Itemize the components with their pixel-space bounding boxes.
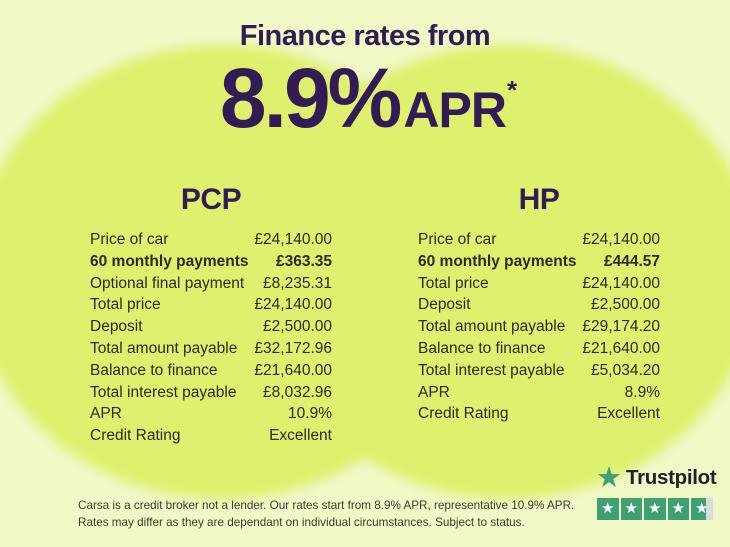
table-row: APR 10.9%	[90, 403, 332, 425]
row-value: £2,500.00	[263, 318, 332, 336]
row-label: Optional final payment	[90, 274, 245, 292]
row-label: Total interest payable	[418, 361, 565, 379]
row-label: Price of car	[90, 231, 169, 248]
table-row: Total price £24,140.00	[418, 273, 660, 295]
rate-asterisk: *	[506, 75, 517, 105]
table-row: Total interest payable £8,032.96	[90, 382, 332, 404]
table-row: Credit Rating Excellent	[418, 403, 660, 425]
row-label: 60 monthly payments	[418, 252, 577, 270]
trustpilot-star-box: ★	[691, 498, 713, 520]
row-value: £8,032.96	[263, 383, 332, 401]
row-label: Deposit	[418, 296, 471, 314]
hp-table: Price of car £24,140.00 60 monthly payment…	[418, 229, 660, 425]
row-value: £8,235.31	[263, 274, 332, 292]
row-value: £29,174.20	[582, 318, 660, 336]
trustpilot-star-icon: ★	[596, 462, 622, 494]
table-row: Total amount payable £32,172.96	[90, 338, 332, 360]
row-value: £32,172.96	[254, 339, 332, 357]
row-value: £24,140.00	[254, 296, 332, 314]
table-row: Optional final payment £8,235.31	[90, 273, 332, 295]
table-row: Deposit £2,500.00	[90, 316, 332, 338]
table-row: Balance to finance £21,640.00	[90, 360, 332, 382]
row-label: Price of car	[418, 231, 497, 248]
row-value: £24,140.00	[582, 274, 660, 292]
row-label: Total interest payable	[90, 383, 237, 401]
row-value: 8.9%	[624, 383, 660, 401]
table-row: Balance to finance £21,640.00	[418, 338, 660, 360]
rate-suffix: APR*	[403, 75, 517, 139]
table-row: Price of car £24,140.00	[418, 229, 660, 251]
disclaimer-line-1: Carsa is a credit broker not a lender. O…	[78, 499, 575, 512]
row-value: 10.9%	[288, 405, 332, 423]
row-label: Balance to finance	[90, 361, 218, 379]
disclaimer-line-2: Rates may differ as they are dependant o…	[78, 515, 525, 529]
row-value: Excellent	[269, 427, 332, 445]
headline-rate: 8.9% APR*	[0, 54, 730, 142]
rate-apr-label: APR	[403, 82, 507, 138]
pcp-heading: PCP	[180, 183, 242, 216]
hp-column: HP Price of car £24,140.00 60 monthly paym…	[418, 183, 660, 425]
table-row: 60 monthly payments £444.57	[418, 251, 660, 273]
row-value: £2,500.00	[591, 296, 660, 314]
row-label: Total amount payable	[90, 339, 238, 357]
row-value: £5,034.20	[591, 361, 660, 379]
row-label: Credit Rating	[418, 405, 509, 423]
pcp-table: Price of car £24,140.00 60 monthly payment…	[90, 229, 332, 447]
trustpilot-brand: Trustpilot	[626, 466, 717, 489]
table-row: APR 8.9%	[418, 382, 660, 404]
table-row: Total amount payable £29,174.20	[418, 316, 660, 338]
row-label: Total price	[90, 296, 161, 314]
row-value: £21,640.00	[254, 361, 332, 379]
trustpilot-star-box: ★	[667, 498, 689, 520]
banner-title: Finance rates from	[239, 20, 491, 52]
row-label: Balance to finance	[418, 339, 546, 357]
table-row: Deposit £2,500.00	[418, 294, 660, 316]
row-value: £24,140.00	[582, 231, 660, 248]
table-row: Price of car £24,140.00	[90, 229, 332, 251]
trustpilot-star-box: ★	[644, 498, 666, 520]
row-value: Excellent	[597, 405, 660, 423]
table-row: Total interest payable £5,034.20	[418, 360, 660, 382]
rate-value: 8.9%	[219, 51, 402, 145]
disclaimer-text: Carsa is a credit broker not a lender. O…	[78, 498, 608, 531]
row-value: £363.35	[275, 252, 332, 270]
row-label: 60 monthly payments	[90, 252, 249, 270]
table-row: Credit Rating Excellent	[90, 425, 332, 447]
row-label: APR	[90, 405, 122, 423]
row-label: Total price	[418, 274, 489, 292]
row-value: £21,640.00	[582, 339, 660, 357]
row-label: Credit Rating	[90, 427, 181, 445]
trustpilot-rating-stars: ★ ★ ★ ★ ★	[597, 498, 718, 520]
row-value: £24,140.00	[254, 231, 332, 248]
table-row: Total price £24,140.00	[90, 294, 332, 316]
pcp-column: PCP Price of car £24,140.00 60 monthly pay…	[90, 183, 332, 447]
row-label: Total amount payable	[418, 318, 566, 336]
trustpilot-star-box: ★	[620, 498, 642, 520]
row-label: Deposit	[90, 318, 143, 336]
row-label: APR	[418, 383, 450, 401]
hp-heading: HP	[518, 183, 560, 216]
background-circle-right	[258, 45, 730, 499]
trustpilot-widget[interactable]: ★ Trustpilot ★ ★ ★ ★ ★	[596, 464, 718, 520]
trustpilot-star-box: ★	[597, 498, 619, 520]
table-row: 60 monthly payments £363.35	[90, 251, 332, 273]
row-value: £444.57	[603, 252, 660, 270]
trustpilot-logo: ★ Trustpilot	[596, 462, 718, 494]
